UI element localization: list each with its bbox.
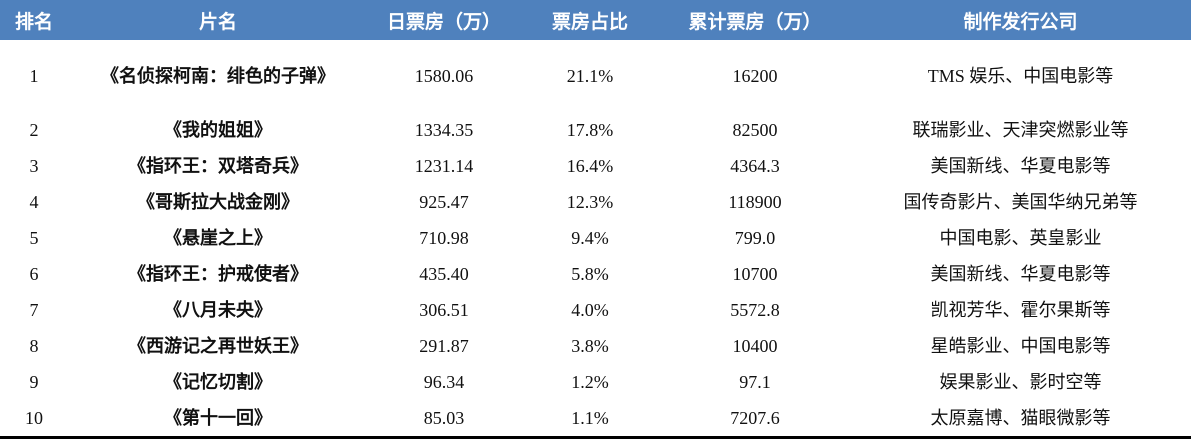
table-row: 5 《悬崖之上》 710.98 9.4% 799.0 中国电影、英皇影业 (0, 220, 1191, 256)
cell-share: 1.1% (571, 408, 609, 428)
header-company: 制作发行公司 (963, 11, 1078, 33)
cell-total: 16200 (732, 66, 778, 86)
cell-rank: 1 (29, 66, 39, 86)
cell-title: 《指环王：双塔奇兵》 (128, 156, 308, 176)
table-row: 3 《指环王：双塔奇兵》 1231.14 16.4% 4364.3 美国新线、华夏电影等 (0, 148, 1191, 184)
cell-total: 10400 (732, 336, 778, 356)
cell-rank: 7 (29, 300, 39, 320)
cell-daily: 435.40 (419, 264, 469, 284)
cell-title: 《西游记之再世妖王》 (128, 336, 308, 356)
cell-company: 美国新线、华夏电影等 (930, 264, 1111, 284)
cell-share: 12.3% (566, 192, 614, 212)
cell-total: 5572.8 (730, 300, 780, 320)
cell-daily: 1334.35 (414, 120, 474, 140)
cell-share: 9.4% (571, 228, 609, 248)
cell-title: 《悬崖之上》 (164, 228, 272, 248)
cell-rank: 10 (25, 408, 43, 428)
cell-share: 16.4% (566, 156, 614, 176)
cell-daily: 96.34 (423, 372, 465, 392)
table-row: 6 《指环王：护戒使者》 435.40 5.8% 10700 美国新线、华夏电影等 (0, 256, 1191, 292)
cell-title: 《名侦探柯南：绯色的子弹》 (101, 66, 335, 86)
cell-daily: 291.87 (419, 336, 469, 356)
cell-company: 娱果影业、影时空等 (939, 372, 1102, 392)
table-header-row: 排名 片名 日票房（万） 票房占比 累计票房（万） 制作发行公司 (0, 0, 1191, 40)
cell-rank: 5 (29, 228, 39, 248)
cell-total: 4364.3 (730, 156, 780, 176)
cell-company: 中国电影、英皇影业 (939, 228, 1102, 248)
table-row: 9 《记忆切割》 96.34 1.2% 97.1 娱果影业、影时空等 (0, 364, 1191, 400)
cell-title: 《哥斯拉大战金刚》 (137, 192, 299, 212)
cell-share: 1.2% (571, 372, 609, 392)
table-row: 1 《名侦探柯南：绯色的子弹》 1580.06 21.1% 16200 TMS 娱乐、中国… (0, 40, 1191, 112)
table-row: 8 《西游记之再世妖王》 291.87 3.8% 10400 星皓影业、中国电影等 (0, 328, 1191, 364)
cell-total: 118900 (728, 192, 782, 212)
cell-daily: 710.98 (419, 228, 469, 248)
header-daily: 日票房（万） (386, 11, 501, 33)
cell-daily: 85.03 (423, 408, 465, 428)
cell-share: 21.1% (566, 66, 614, 86)
cell-rank: 8 (29, 336, 39, 356)
table-row: 2 《我的姐姐》 1334.35 17.8% 82500 联瑞影业、天津突燃影业等 (0, 112, 1191, 148)
header-title: 片名 (198, 11, 237, 33)
cell-company: 联瑞影业、天津突燃影业等 (912, 120, 1129, 140)
cell-daily: 925.47 (419, 192, 469, 212)
cell-rank: 9 (29, 372, 39, 392)
cell-company: TMS 娱乐、中国电影等 (927, 66, 1114, 86)
cell-share: 17.8% (566, 120, 614, 140)
cell-rank: 6 (29, 264, 39, 284)
cell-title: 《第十一回》 (164, 408, 272, 428)
cell-total: 97.1 (739, 372, 771, 392)
header-rank: 排名 (14, 11, 53, 33)
cell-company: 星皓影业、中国电影等 (930, 336, 1111, 356)
cell-total: 799.0 (734, 228, 776, 248)
table-row: 10 《第十一回》 85.03 1.1% 7207.6 太原嘉博、猫眼微影等 (0, 400, 1191, 438)
table-row: 7 《八月未央》 306.51 4.0% 5572.8 凯视芳华、霍尔果斯等 (0, 292, 1191, 328)
header-total: 累计票房（万） (688, 11, 822, 33)
table-row: 4 《哥斯拉大战金刚》 925.47 12.3% 118900 国传奇影片、美国华纳兄弟等 (0, 184, 1191, 220)
cell-total: 82500 (732, 120, 778, 140)
cell-share: 5.8% (571, 264, 609, 284)
cell-company: 凯视芳华、霍尔果斯等 (930, 300, 1111, 320)
cell-title: 《我的姐姐》 (164, 120, 272, 140)
cell-total: 7207.6 (730, 408, 780, 428)
cell-rank: 4 (29, 192, 39, 212)
cell-daily: 1580.06 (414, 66, 474, 86)
cell-share: 4.0% (571, 300, 609, 320)
cell-title: 《记忆切割》 (164, 372, 272, 392)
cell-share: 3.8% (571, 336, 609, 356)
cell-company: 美国新线、华夏电影等 (930, 156, 1111, 176)
cell-title: 《八月未央》 (164, 300, 272, 320)
cell-daily: 1231.14 (414, 156, 474, 176)
cell-company: 国传奇影片、美国华纳兄弟等 (903, 192, 1138, 212)
header-share: 票房占比 (551, 11, 628, 33)
cell-rank: 3 (29, 156, 39, 176)
cell-rank: 2 (29, 120, 39, 140)
cell-company: 太原嘉博、猫眼微影等 (930, 408, 1111, 428)
cell-total: 10700 (732, 264, 778, 284)
cell-title: 《指环王：护戒使者》 (128, 264, 308, 284)
cell-daily: 306.51 (419, 300, 469, 320)
